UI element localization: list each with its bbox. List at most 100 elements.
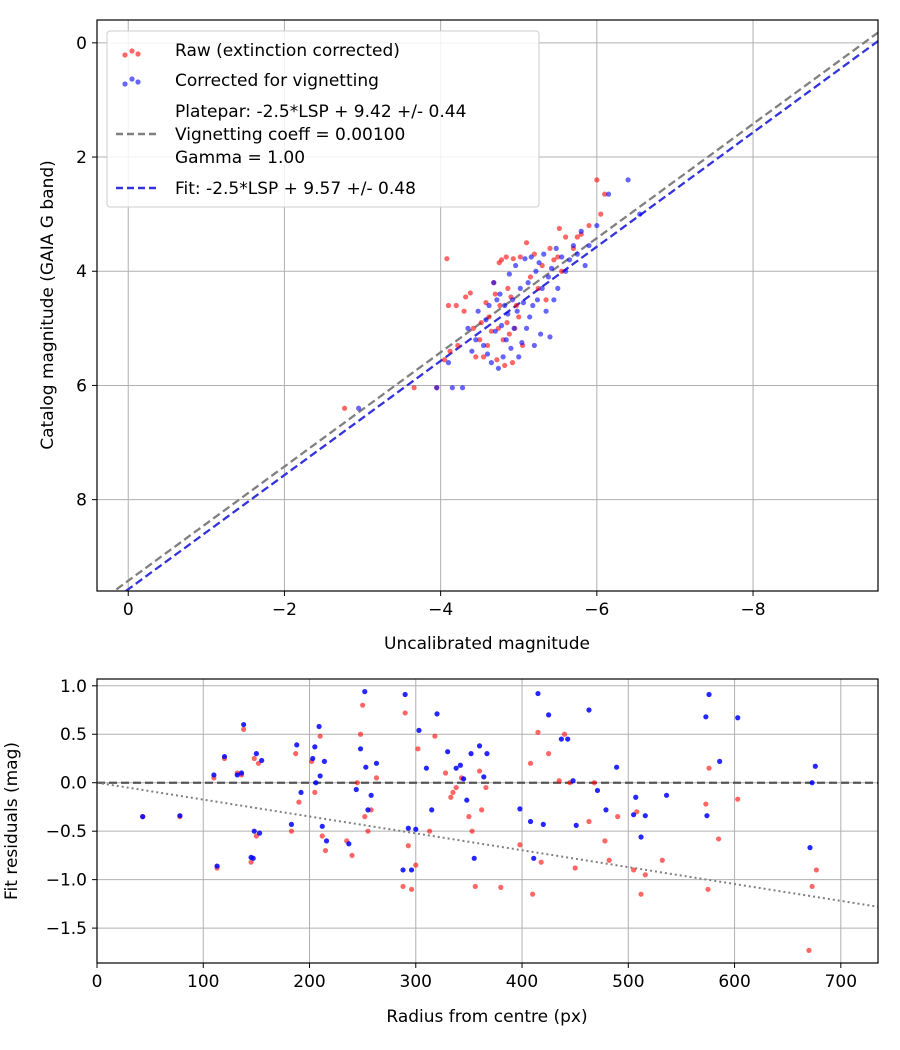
bottom-corrected-point: [631, 812, 637, 818]
legend-label-raw: Raw (extinction corrected): [175, 41, 400, 61]
top-corrected-point: [519, 340, 525, 346]
bottom-corrected-point: [214, 863, 220, 869]
bottom-corrected-point: [704, 813, 710, 819]
bottom-y-tick-label: 0.5: [60, 725, 87, 745]
bottom-y-axis-label: Fit residuals (mag): [2, 742, 22, 900]
bottom-raw-point: [538, 859, 544, 865]
bottom-corrected-point: [531, 855, 537, 861]
top-corrected-point: [536, 260, 542, 266]
bottom-raw-point: [631, 867, 637, 873]
bottom-corrected-point: [365, 807, 371, 813]
bottom-x-axis-label: Radius from centre (px): [386, 1007, 587, 1027]
top-corrected-point: [469, 348, 475, 354]
top-corrected-point: [509, 297, 516, 303]
bottom-y-tick-label: −1.0: [46, 871, 87, 891]
top-corrected-point: [586, 242, 592, 249]
bottom-corrected-point: [614, 764, 620, 770]
top-x-axis-label: Uncalibrated magnitude: [384, 634, 590, 654]
top-raw-point: [527, 274, 534, 280]
bottom-corrected-point: [238, 770, 245, 776]
top-plot-frame: [96, 19, 879, 592]
top-chart: 0 −2 −4 −6 −8 0 2 4 6 8 Uncalibrated magnitude C…: [38, 19, 879, 654]
bottom-raw-point: [357, 731, 364, 737]
bottom-x-tick-label: 200: [293, 972, 325, 992]
top-corrected-point: [483, 317, 489, 323]
bottom-corrected-point: [362, 689, 368, 695]
top-corrected-point: [484, 351, 491, 357]
top-y-tick-label: 6: [76, 376, 87, 396]
top-y-tick-label: 0: [76, 34, 87, 54]
top-raw-point: [598, 211, 604, 217]
bottom-raw-point: [586, 818, 592, 825]
top-raw-point: [494, 357, 500, 363]
top-raw-point: [445, 302, 452, 309]
bottom-corrected-point: [642, 813, 648, 819]
top-raw-point: [478, 320, 484, 326]
top-corrected-point: [525, 280, 531, 286]
bottom-corrected-point: [241, 721, 247, 728]
bottom-raw-point: [426, 828, 433, 834]
top-raw-point: [488, 328, 495, 334]
bottom-corrected-point: [638, 834, 644, 840]
bottom-corrected-point: [573, 822, 579, 828]
top-corrected-point: [559, 254, 565, 260]
top-raw-point: [510, 256, 516, 262]
bottom-raw-point: [606, 857, 612, 863]
top-corrected-point: [356, 405, 362, 411]
top-raw-point: [470, 325, 477, 331]
bottom-corrected-point: [363, 764, 369, 770]
bottom-corrected-point: [353, 786, 359, 793]
top-corrected-point: [548, 265, 555, 271]
top-corrected-point: [492, 328, 498, 334]
top-corrected-point: [513, 262, 519, 269]
top-y-tick-label: 8: [76, 491, 87, 511]
top-corrected-point: [534, 297, 541, 303]
bottom-corrected-point: [517, 806, 523, 812]
bottom-corrected-point: [717, 758, 723, 764]
bottom-corrected-point: [633, 794, 639, 800]
bottom-raw-point: [813, 867, 819, 873]
bottom-raw-point: [354, 780, 360, 786]
top-corrected-point: [508, 345, 514, 351]
bottom-corrected-point: [812, 763, 818, 769]
top-raw-point: [444, 256, 450, 262]
top-raw-point: [556, 225, 562, 232]
bottom-raw-point: [498, 884, 504, 890]
bottom-raw-point: [517, 842, 523, 848]
top-corrected-point: [449, 385, 455, 391]
bottom-raw-point: [450, 789, 456, 796]
bottom-x-tick-label: 0: [92, 972, 103, 992]
top-corrected-point: [553, 245, 559, 251]
top-x-tick-label: −8: [741, 600, 766, 620]
top-raw-point: [543, 297, 549, 303]
bottom-corrected-point: [706, 691, 712, 698]
top-corrected-point: [551, 297, 557, 303]
top-corrected-point: [547, 334, 553, 340]
bottom-corrected-point: [570, 778, 576, 784]
bottom-raw-point: [476, 768, 483, 774]
bottom-corrected-point: [540, 821, 546, 827]
bottom-raw-point: [408, 886, 415, 892]
legend-label-platepar-3: Gamma = 1.00: [175, 148, 305, 168]
bottom-corrected-point: [288, 821, 295, 827]
bottom-raw-point: [317, 733, 323, 739]
bottom-x-tick-label: 300: [400, 972, 432, 992]
bottom-x-tick-label: 700: [825, 972, 857, 992]
top-raw-point: [492, 291, 498, 297]
top-x-tick-label: −6: [584, 600, 609, 620]
bottom-corrected-point: [368, 792, 374, 798]
top-raw-point: [447, 348, 453, 354]
top-corrected-point: [491, 280, 497, 286]
top-scatter-points: [341, 177, 643, 411]
bottom-corrected-point: [603, 807, 609, 813]
bottom-raw-point: [432, 733, 438, 739]
top-corrected-point: [505, 311, 511, 317]
top-corrected-point: [522, 256, 528, 262]
bottom-raw-point: [442, 770, 449, 776]
top-corrected-point: [503, 337, 509, 343]
top-y-axis-label: Catalog magnitude (GAIA G band): [38, 160, 58, 450]
bottom-y-ticks: 1.0 0.5 0.0 −0.5 −1.0 −1.5: [46, 677, 97, 939]
bottom-raw-point: [535, 729, 541, 735]
top-raw-point: [574, 234, 580, 240]
